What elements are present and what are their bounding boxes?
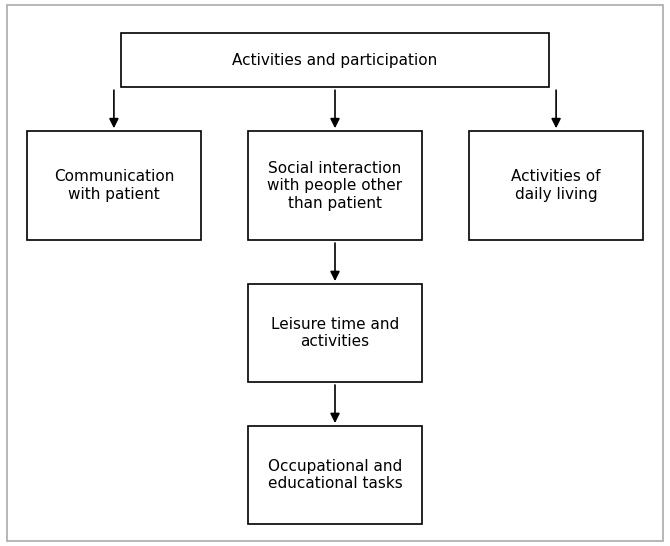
Text: Leisure time and
activities: Leisure time and activities	[271, 317, 399, 349]
FancyBboxPatch shape	[248, 131, 422, 240]
FancyBboxPatch shape	[248, 284, 422, 382]
FancyBboxPatch shape	[7, 5, 663, 541]
Text: Social interaction
with people other
than patient: Social interaction with people other tha…	[267, 161, 403, 211]
FancyBboxPatch shape	[248, 426, 422, 524]
Text: Activities and participation: Activities and participation	[232, 52, 438, 68]
Text: Communication
with patient: Communication with patient	[54, 169, 174, 202]
Text: Activities of
daily living: Activities of daily living	[511, 169, 601, 202]
Text: Occupational and
educational tasks: Occupational and educational tasks	[267, 459, 403, 491]
FancyBboxPatch shape	[469, 131, 643, 240]
FancyBboxPatch shape	[27, 131, 201, 240]
FancyBboxPatch shape	[121, 33, 549, 87]
